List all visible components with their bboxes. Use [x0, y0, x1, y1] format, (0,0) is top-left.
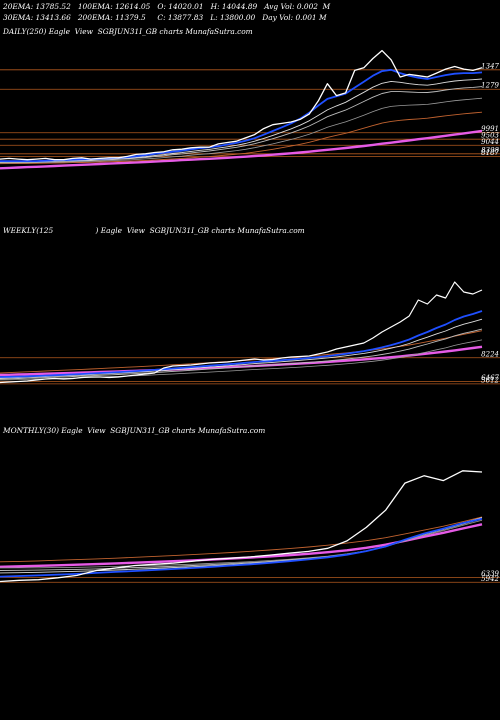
monthly-series-line-5	[0, 516, 483, 563]
monthly-series-line-6	[0, 523, 483, 568]
daily-series-line-2	[0, 78, 483, 163]
daily-series-line-4	[0, 97, 483, 164]
monthly-series-line-1	[0, 517, 483, 578]
weekly-level-label-1: 6467	[481, 374, 499, 382]
monthly-series-line-3	[0, 518, 483, 571]
weekly-level-label-2: 5612	[481, 376, 499, 384]
header-line-1: 20EMA: 13785.52 100EMA: 12614.05 O: 1402…	[3, 2, 331, 11]
weekly-series-line-2	[0, 318, 483, 379]
weekly-panel-label: WEEKLY(125 ) Eagle View SGBJUN31I_GB cha…	[3, 226, 305, 235]
header-line-2: 30EMA: 13413.66 200EMA: 11379.5 C: 13877…	[3, 13, 327, 22]
daily-level-label-4: 9044	[481, 138, 499, 146]
weekly-series-line-0	[0, 281, 483, 384]
daily-level-label-1: 1279	[481, 82, 499, 90]
daily-level-label-0: 1347	[481, 62, 499, 70]
daily-panel-label: DAILY(250) Eagle View SGBJUN31I_GB chart…	[3, 27, 253, 36]
weekly-series-line-3	[0, 328, 483, 380]
daily-series-line-1	[0, 68, 483, 163]
monthly-panel-label: MONTHLY(30) Eagle View SGBJUN31I_GB char…	[3, 426, 266, 435]
daily-series-line-5	[0, 111, 483, 165]
weekly-series-line-1	[0, 310, 483, 378]
daily-level-label-2: 9991	[481, 125, 499, 133]
monthly-level-label-1: 5942	[481, 575, 499, 583]
monthly-series-line-0	[0, 470, 483, 583]
daily-level-label-6: 8187	[481, 149, 499, 157]
monthly-level-label-0: 6339	[481, 570, 499, 578]
daily-series-line-3	[0, 86, 483, 163]
daily-series-line-6	[0, 129, 483, 170]
monthly-series-line-4	[0, 519, 483, 569]
daily-level-label-3: 9503	[481, 132, 499, 140]
weekly-level-label-0: 8224	[481, 350, 499, 358]
daily-series-line-0	[0, 49, 483, 161]
daily-level-label-5: 8398	[481, 146, 499, 154]
